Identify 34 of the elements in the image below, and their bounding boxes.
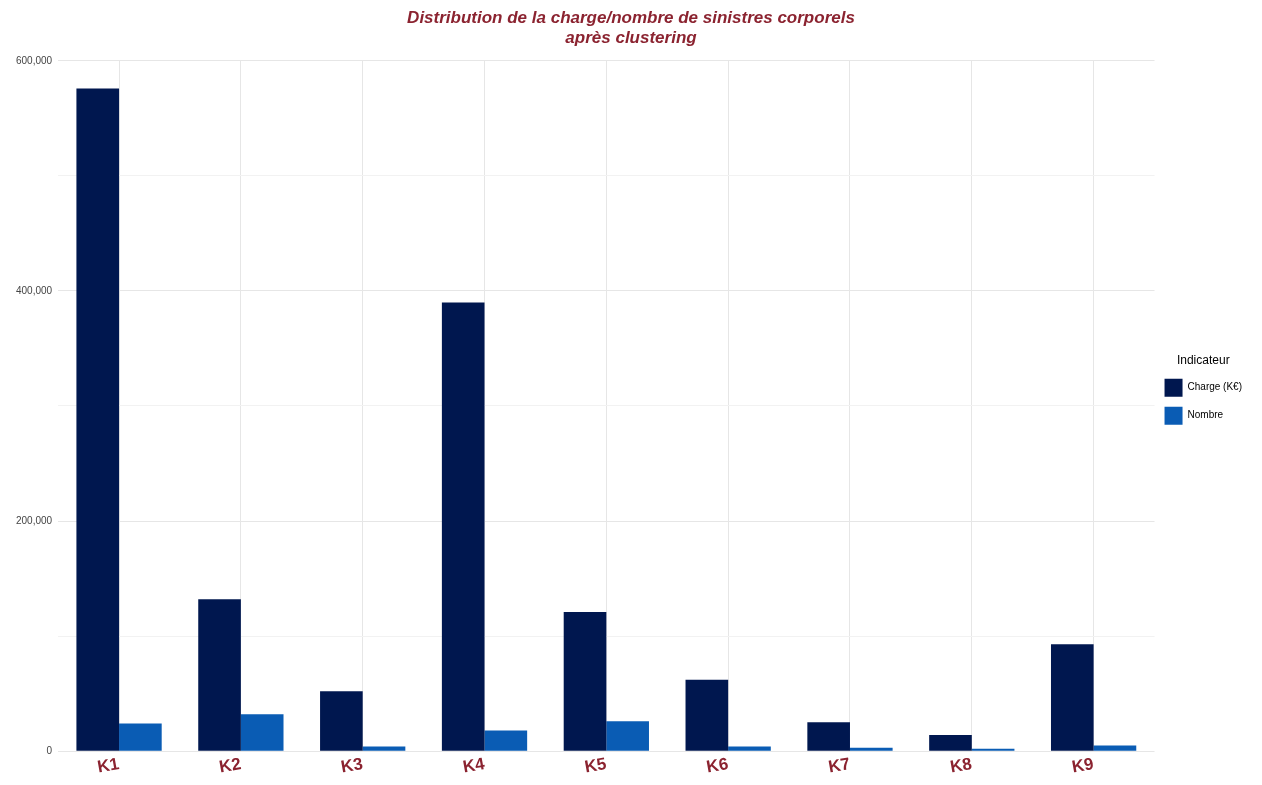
y-tick-label: 400,000: [15, 284, 53, 296]
bar: [362, 746, 406, 751]
bar: [849, 747, 893, 751]
x-tick-label: K7: [826, 754, 852, 777]
x-tick-label: K8: [948, 754, 974, 777]
x-tick-label: K4: [461, 753, 487, 777]
x-tick-label: K9: [1070, 754, 1096, 777]
bar: [1050, 644, 1094, 751]
x-tick-label: K2: [217, 754, 243, 777]
bar: [320, 691, 363, 751]
bar: [728, 746, 771, 751]
legend-title: Indicateur: [1176, 352, 1230, 367]
y-tick-label: 600,000: [15, 54, 53, 66]
bar: [240, 714, 284, 751]
bar: [76, 88, 120, 751]
y-tick-label: 200,000: [15, 514, 53, 526]
legend-label: Charge (K€): [1187, 381, 1242, 393]
bar: [929, 735, 972, 751]
bar: [441, 302, 485, 751]
x-tick-label: K5: [583, 754, 608, 777]
bar: [1093, 745, 1137, 751]
bar: [119, 723, 162, 751]
bar: [606, 721, 649, 751]
legend-label: Nombre: [1187, 409, 1224, 421]
x-tick-label: K3: [339, 754, 365, 777]
bar: [685, 679, 729, 751]
x-tick-label: K6: [704, 754, 730, 777]
bar: [198, 599, 241, 751]
y-tick-label: 0: [46, 744, 53, 756]
bar: [563, 611, 607, 751]
x-tick-label: K1: [95, 754, 121, 777]
bar: [484, 730, 528, 751]
chart-title: Distribution de la charge/nombre de sinistres corporels après clustering: [407, 7, 855, 48]
bar: [807, 722, 850, 751]
